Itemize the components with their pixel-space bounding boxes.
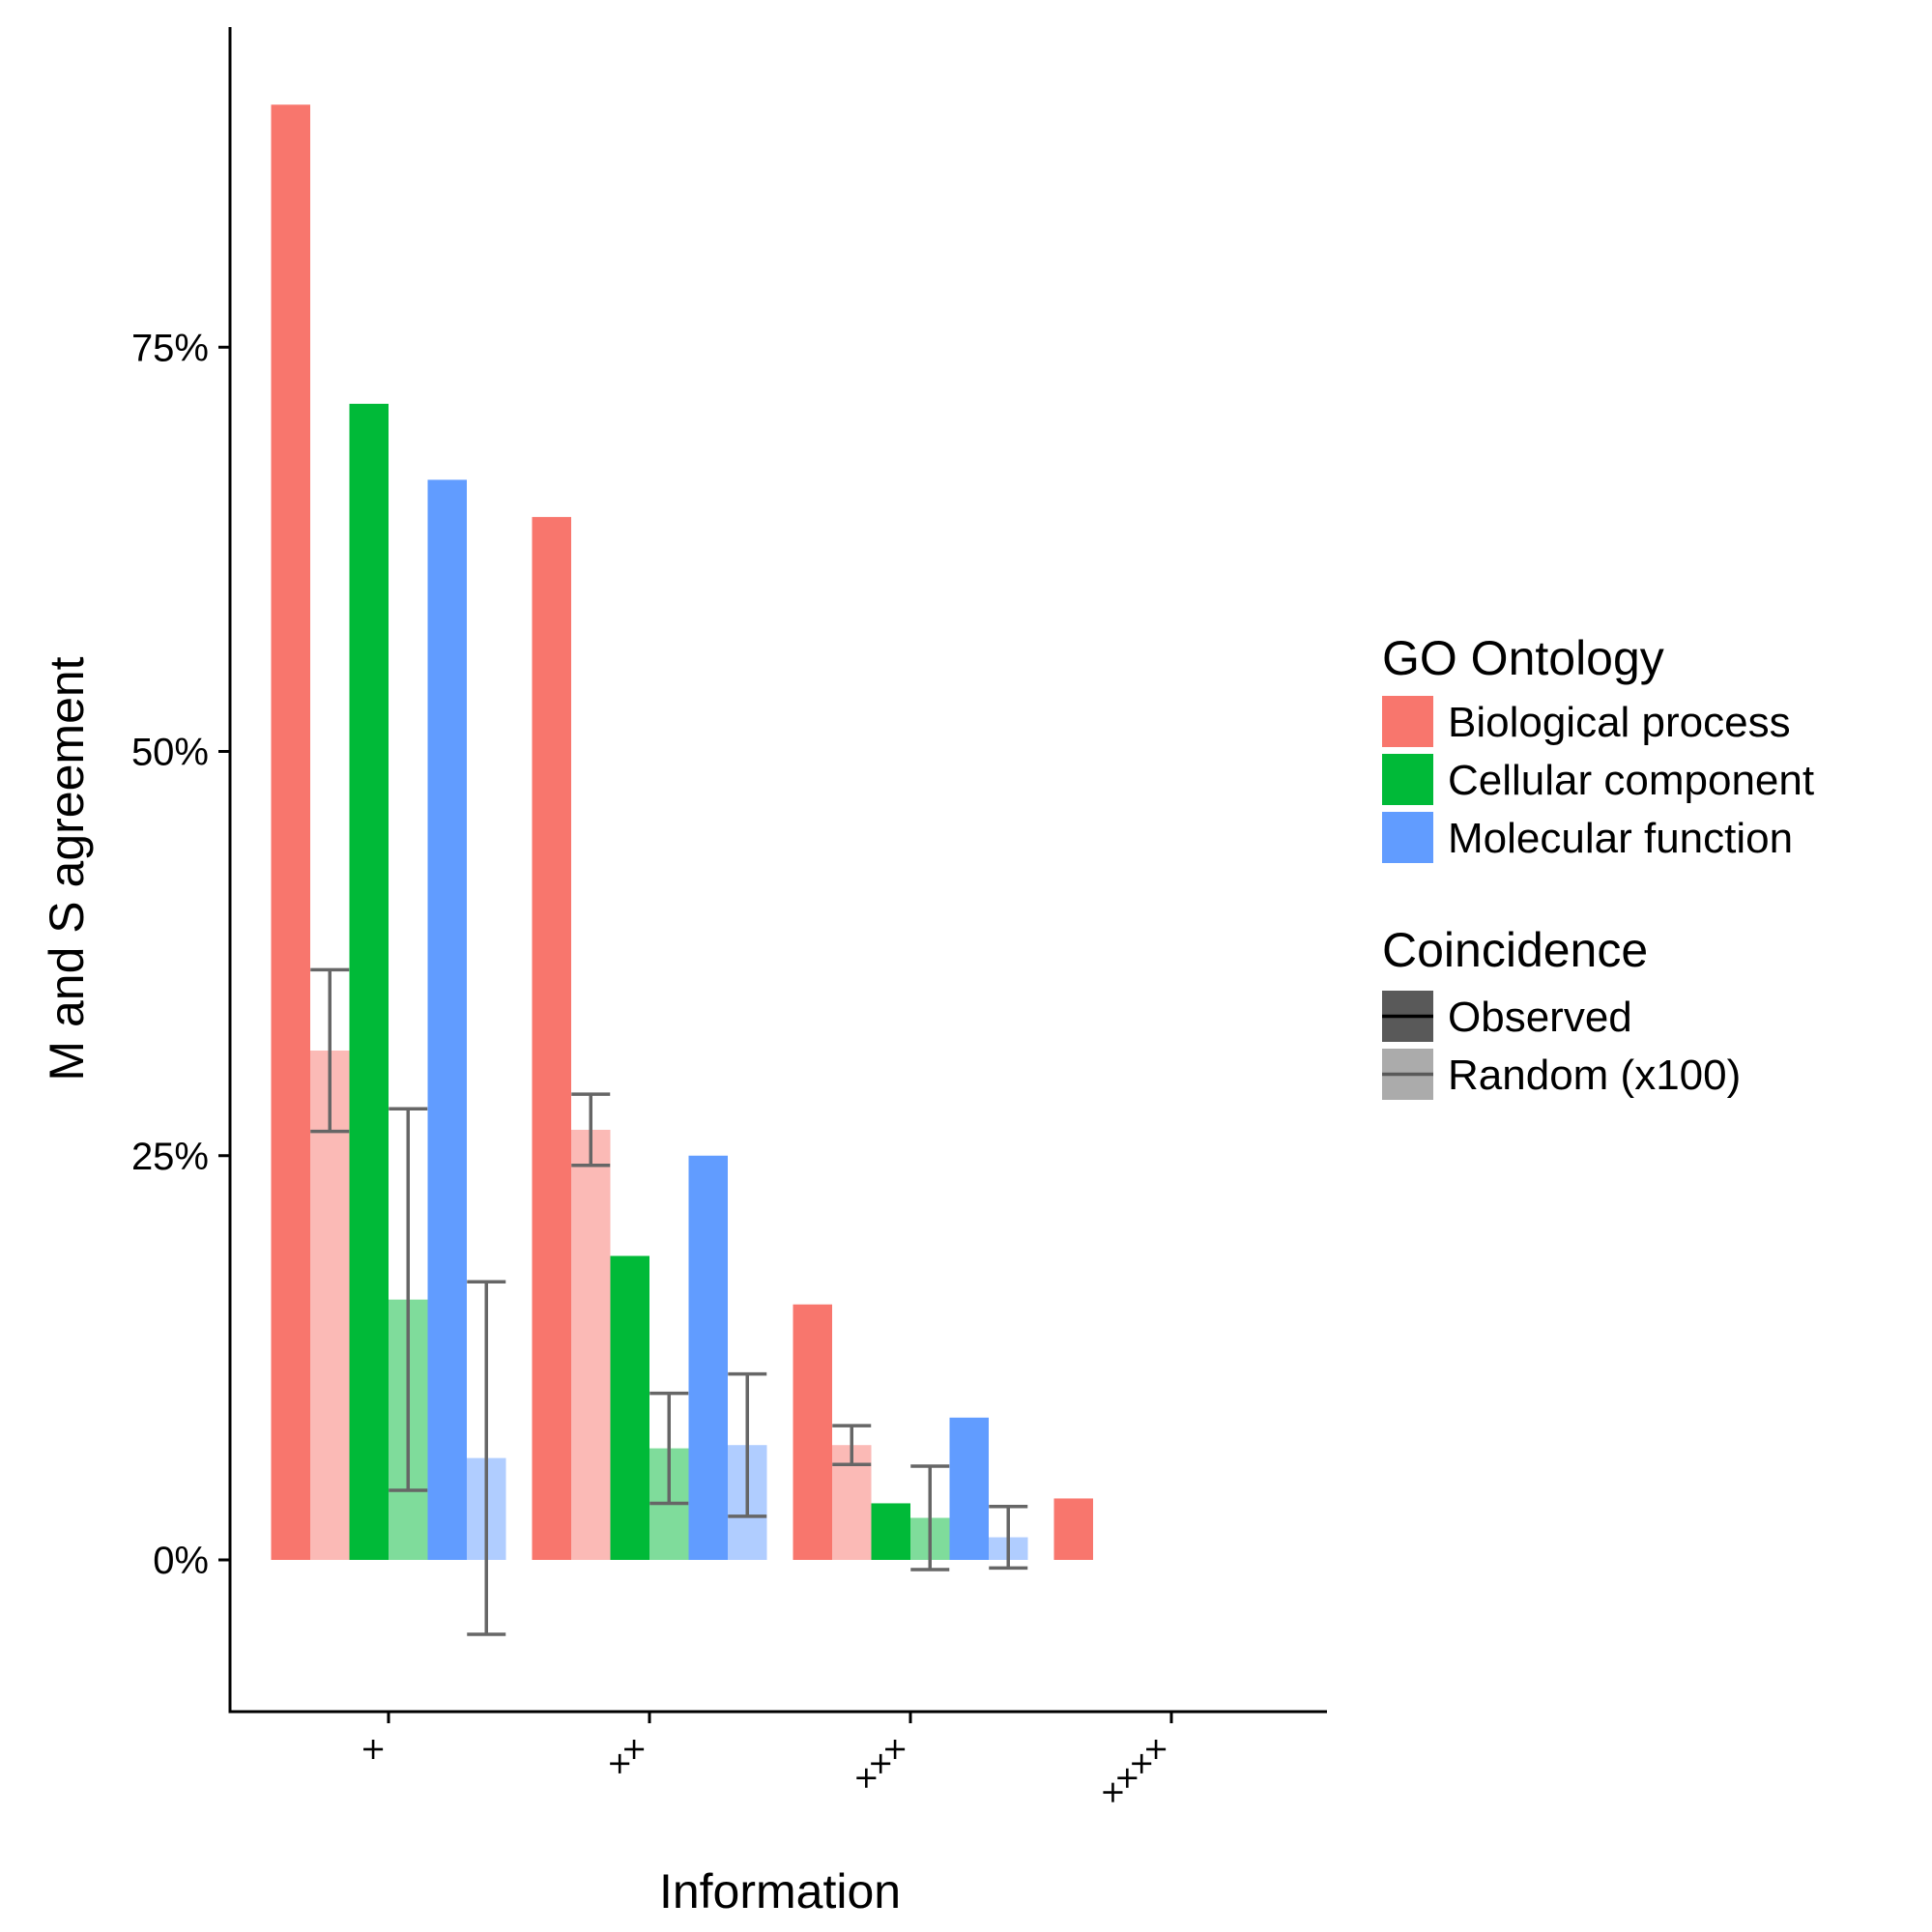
legend-coincidence-item: Observed — [1382, 991, 1632, 1042]
legend-title-coincidence: Coincidence — [1382, 923, 1648, 977]
legend-label: Biological process — [1448, 699, 1791, 746]
legend-coincidence-items: Observed Random (x100) — [1382, 991, 1741, 1100]
bar-1-2 — [532, 516, 571, 1560]
errorbar-4-2 — [649, 1391, 689, 1506]
legend-ontology-items: Biological process Cellular component Mole… — [1382, 696, 1814, 863]
bar-2-2 — [571, 1129, 611, 1560]
x-tick-label: ××× — [845, 1728, 916, 1800]
bar-3-3 — [871, 1503, 910, 1560]
legend-title-ontology: GO Ontology — [1382, 631, 1664, 685]
bar-3-1 — [349, 403, 389, 1561]
bar-5-1 — [427, 479, 467, 1560]
legend-label: Molecular function — [1448, 815, 1793, 862]
errorbar-2-3 — [832, 1424, 872, 1467]
x-tick-label: ×× — [598, 1728, 655, 1785]
legend-label: Cellular component — [1448, 757, 1814, 804]
bar-1-1 — [271, 104, 310, 1560]
y-tick-label: 75% — [131, 327, 209, 369]
x-tick-label: × — [352, 1728, 394, 1771]
bar-3-2 — [610, 1255, 649, 1560]
errorbar-2-2 — [571, 1092, 611, 1168]
errorbar-6-1 — [467, 1280, 506, 1636]
legend-ontology-item: Biological process — [1382, 696, 1791, 747]
errorbar-4-1 — [389, 1107, 428, 1492]
x-tick-label: ×××× — [1091, 1728, 1176, 1813]
legend-coincidence-item: Random (x100) — [1382, 1049, 1741, 1100]
y-tick-label: 50% — [131, 732, 209, 774]
errorbar-6-2 — [728, 1371, 767, 1518]
legend: GO Ontology Biological process Cellular c… — [1382, 631, 1814, 1100]
y-axis-title: M and S agreement — [40, 656, 94, 1081]
y-tick-label: 25% — [131, 1136, 209, 1178]
errorbar-6-3 — [989, 1505, 1028, 1571]
axes-layer — [228, 27, 1327, 1714]
legend-ontology-item: Cellular component — [1382, 754, 1814, 805]
y-tick-label: 0% — [153, 1540, 209, 1582]
errorbar-4-3 — [910, 1464, 950, 1572]
x-axis-title: Information — [659, 1864, 901, 1918]
bar-1-4 — [1053, 1498, 1093, 1560]
legend-label: Observed — [1448, 994, 1632, 1041]
errorbars-layer — [310, 967, 1028, 1636]
bar-5-3 — [949, 1417, 989, 1560]
legend-label: Random (x100) — [1448, 1052, 1741, 1099]
legend-swatch — [1382, 754, 1433, 805]
bars-layer — [271, 104, 1093, 1561]
x-ticks-layer: × ×× ××× ×××× — [352, 1712, 1177, 1813]
bar-5-2 — [688, 1155, 728, 1560]
legend-swatch — [1382, 696, 1433, 747]
bar-1-3 — [793, 1304, 832, 1560]
errorbar-2-1 — [310, 967, 350, 1134]
bar-2-1 — [310, 1051, 350, 1560]
legend-ontology-item: Molecular function — [1382, 812, 1793, 863]
legend-swatch — [1382, 812, 1433, 863]
y-ticks-layer: 0% 25% 50% 75% — [131, 327, 230, 1582]
